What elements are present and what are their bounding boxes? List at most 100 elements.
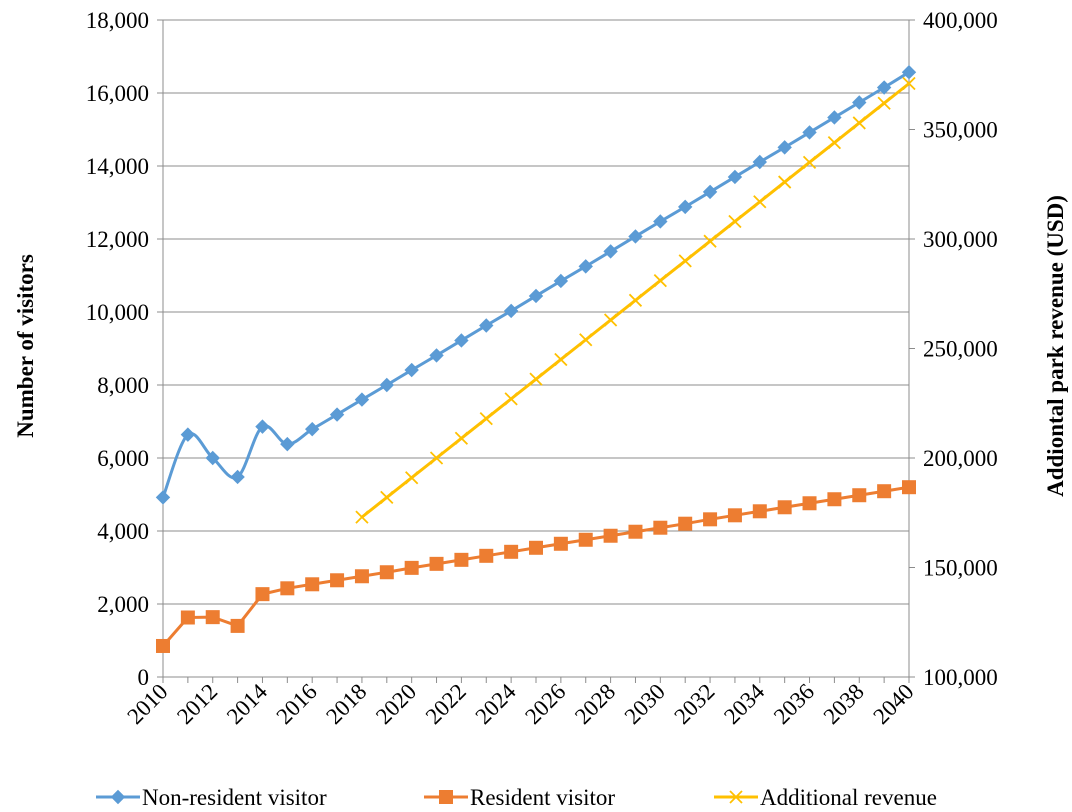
y2-tick-label: 200,000 (923, 446, 998, 471)
y2-tick-label: 150,000 (923, 556, 998, 581)
data-point-resident-visitor (703, 512, 718, 527)
legend-label: Resident visitor (470, 785, 615, 810)
data-point-non-resident-visitor (205, 450, 220, 466)
data-point-non-resident-visitor (230, 469, 245, 485)
data-point-additional-revenue (753, 195, 767, 209)
y2-tick-label: 250,000 (923, 337, 998, 362)
y-tick-label: 10,000 (86, 300, 149, 325)
data-point-resident-visitor (504, 544, 519, 559)
data-point-non-resident-visitor (479, 318, 494, 333)
legend: Non-resident visitor Resident visitor Addi… (96, 785, 937, 810)
series-additional-revenue (355, 76, 916, 524)
data-point-additional-revenue (852, 116, 866, 130)
data-point-resident-visitor (280, 581, 295, 596)
data-point-additional-revenue-stroke (653, 273, 667, 288)
y-tick-label: 14,000 (86, 154, 149, 179)
right-axis-ticks: 100,000 150,000 200,000 250,000 300,000 350,0… (909, 8, 998, 690)
data-point-non-resident-visitor (528, 288, 544, 304)
x-tick-label: 2024 (470, 679, 521, 730)
y-tick-label: 4,000 (97, 519, 149, 544)
data-point-non-resident-visitor (628, 229, 643, 244)
data-point-non-resident-visitor (454, 333, 469, 348)
legend-label: Additional revenue (760, 785, 937, 810)
data-point-resident-visitor (156, 638, 170, 653)
legend-item-non-resident-visitor: Non-resident visitor (96, 785, 327, 810)
data-point-resident-visitor (752, 504, 767, 519)
data-point-non-resident-visitor (429, 348, 444, 363)
x-axis-ticks: 2010 2012 2014 2016 2018 2020 2022 2024 2026 2028… (122, 677, 919, 730)
data-point-resident-visitor (877, 484, 892, 499)
data-point-resident-visitor (180, 610, 195, 625)
data-point-non-resident-visitor (503, 303, 519, 319)
gridlines (163, 19, 909, 605)
axes (162, 20, 910, 678)
data-point-additional-revenue-stroke (504, 392, 518, 406)
x-tick-label: 2034 (719, 679, 770, 730)
x-tick-label: 2036 (769, 679, 819, 729)
legend-marker (439, 790, 453, 804)
legend-marker (729, 790, 743, 804)
data-point-additional-revenue-stroke (753, 195, 767, 209)
left-axis-ticks: 0 2,000 4,000 6,000 8,000 10,000 12,000 14,000 1… (86, 8, 163, 690)
data-point-resident-visitor (553, 536, 568, 551)
data-point-non-resident-visitor (329, 407, 345, 422)
data-point-additional-revenue (902, 76, 916, 91)
x-tick-label: 2032 (669, 679, 719, 729)
data-point-additional-revenue (802, 155, 817, 169)
data-point-additional-revenue (628, 293, 643, 307)
data-point-resident-visitor (305, 577, 320, 592)
data-point-additional-revenue-stroke (678, 254, 692, 268)
data-point-additional-revenue (529, 372, 543, 386)
data-point-additional-revenue-stroke (529, 372, 543, 386)
data-point-non-resident-visitor (752, 154, 768, 170)
data-point-additional-revenue-stroke (380, 490, 394, 505)
data-point-non-resident-visitor (578, 259, 593, 274)
data-point-additional-revenue-stroke (603, 313, 618, 327)
data-point-additional-revenue (603, 313, 618, 327)
data-point-non-resident-visitor (777, 140, 792, 155)
data-point-non-resident-visitor (180, 427, 196, 442)
data-point-additional-revenue (355, 510, 369, 524)
x-tick-label: 2022 (421, 679, 471, 729)
data-point-non-resident-visitor (901, 64, 917, 80)
y2-tick-label: 400,000 (923, 8, 998, 33)
series-non-resident-visitor (155, 64, 917, 505)
data-point-resident-visitor (902, 480, 916, 495)
data-point-additional-revenue (827, 136, 842, 150)
y2-tick-label: 300,000 (923, 227, 998, 252)
data-point-additional-revenue-stroke (355, 510, 369, 524)
data-point-resident-visitor (454, 552, 469, 567)
data-point-resident-visitor (255, 587, 270, 602)
data-point-resident-visitor (802, 496, 817, 511)
series-layer (155, 64, 917, 653)
data-point-non-resident-visitor (155, 490, 171, 505)
series-line-non-resident-visitor (161, 70, 910, 498)
data-point-resident-visitor (354, 569, 369, 584)
x-tick-label: 2018 (321, 679, 371, 729)
data-point-additional-revenue-stroke (778, 175, 792, 189)
data-point-non-resident-visitor (802, 125, 817, 140)
data-point-resident-visitor (578, 532, 593, 547)
x-tick-label: 2010 (122, 679, 172, 729)
data-point-additional-revenue-stroke (579, 333, 593, 347)
y-tick-label: 6,000 (97, 446, 149, 471)
data-point-non-resident-visitor (255, 419, 270, 434)
y2-axis-title: Addiontal park revenue (USD) (1043, 195, 1068, 497)
data-point-additional-revenue (579, 333, 593, 347)
data-point-additional-revenue (405, 471, 419, 485)
data-point-non-resident-visitor (677, 199, 693, 215)
x-tick-label: 2020 (371, 679, 421, 729)
data-point-resident-visitor (653, 520, 668, 535)
data-point-resident-visitor (678, 516, 693, 531)
data-point-additional-revenue (778, 175, 792, 189)
legend-item-resident-visitor: Resident visitor (424, 785, 615, 810)
data-point-resident-visitor (404, 560, 419, 575)
x-tick-label: 2038 (819, 679, 869, 729)
data-point-additional-revenue-stroke (405, 471, 419, 485)
series-line-resident-visitor (161, 485, 910, 647)
data-point-non-resident-visitor (653, 214, 668, 229)
data-point-non-resident-visitor (379, 377, 395, 393)
data-point-resident-visitor (379, 565, 394, 580)
x-tick-label: 2016 (272, 679, 322, 729)
